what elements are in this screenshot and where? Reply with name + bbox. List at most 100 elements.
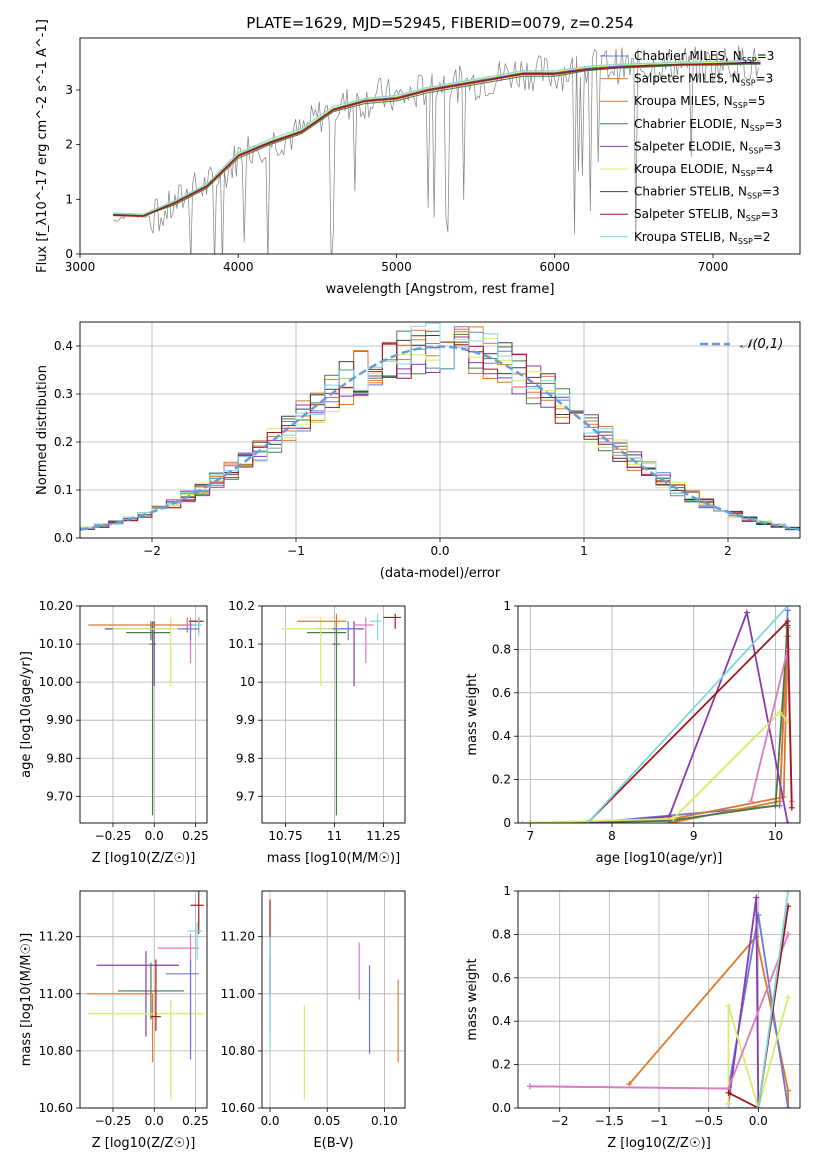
spectrum-ytick-label: 1 <box>65 192 73 206</box>
spectrum-xtick-label: 4000 <box>223 260 254 274</box>
weight-vs-age-marker <box>776 709 783 716</box>
weight-vs-Z-ytick-label: 1 <box>503 884 511 898</box>
spectrum-xtick-label: 5000 <box>381 260 412 274</box>
spectrum-model-7 <box>113 62 761 217</box>
weight-vs-Z-marker <box>753 894 760 901</box>
legend-label: Kroupa STELIB, NSSP=2 <box>634 230 771 246</box>
age-vs-Z-ytick-label: 9.70 <box>46 789 73 803</box>
weight-vs-Z-series-6 <box>728 891 789 1108</box>
weight-vs-Z-ytick-label: 0.2 <box>492 1058 511 1072</box>
weight-vs-age-series-5 <box>522 711 789 823</box>
spectrum-panel: Chabrier MILES, NSSP=3 Salpeter MILES, NS… <box>35 19 801 297</box>
residuals-ytick-label: 0.4 <box>54 339 73 353</box>
mass-vs-Z-xtick-label: 0.25 <box>182 1114 209 1128</box>
spectrum-legend: Chabrier MILES, NSSP=3 Salpeter MILES, NS… <box>600 49 782 246</box>
legend-label: Chabrier ELODIE, NSSP=3 <box>634 117 782 133</box>
residuals-ytick-label: 0.2 <box>54 435 73 449</box>
weight-vs-Z-marker <box>725 1105 732 1108</box>
weight-vs-age-xlabel: age [log10(age/yr)] <box>596 851 723 866</box>
mass-vs-Z-ytick-label: 11.20 <box>39 930 73 944</box>
weight-vs-Z-ytick-label: 0.0 <box>492 1101 511 1115</box>
age-vs-mass-ytick-label: 10.1 <box>228 637 255 651</box>
weight-vs-age-marker <box>776 798 783 805</box>
weight-vs-age-marker <box>784 820 791 823</box>
age-vs-mass-ytick-label: 9.9 <box>236 713 255 727</box>
mass-vs-ebv-frame <box>261 890 406 1109</box>
weight-vs-Z-xtick-label: 0.0 <box>749 1114 768 1128</box>
weight-vs-age-xtick-label: 10 <box>768 829 783 843</box>
weight-vs-age-ytick-label: 0.6 <box>492 686 511 700</box>
weight-vs-age-ytick-label: 1 <box>503 599 511 613</box>
residuals-xlabel: (data-model)/error <box>380 566 501 581</box>
mass-vs-ebv-xlabel: E(B-V) <box>313 1136 353 1151</box>
weight-vs-Z-xtick-label: −0.5 <box>694 1114 723 1128</box>
age-vs-mass-ytick-label: 9.7 <box>236 789 255 803</box>
weight-vs-age-xtick-label: 8 <box>608 829 616 843</box>
mass-vs-ebv-xtick-label: 0.05 <box>314 1114 341 1128</box>
weight-vs-age-series-8 <box>586 606 789 823</box>
spectrum-xlabel: wavelength [Angstrom, rest frame] <box>326 282 555 297</box>
weight-vs-age-xtick-label: 9 <box>690 829 698 843</box>
weight-vs-Z-xlabel: Z [log10(Z/Z☉)] <box>607 1136 711 1151</box>
weight-vs-Z-ytick-label: 0.4 <box>492 1014 511 1028</box>
weight-vs-age-marker <box>788 804 795 811</box>
plots-layer: Chabrier MILES, NSSP=3 Salpeter MILES, NS… <box>19 19 801 1151</box>
residuals-xtick-label: −1 <box>287 544 305 558</box>
mass-vs-Z-ytick-label: 11.00 <box>39 987 73 1001</box>
weight-vs-Z-panel: −2 −1.5 −1 −0.5 0.0 0.0 0.2 0.4 0.6 0.8 1 Z [log10(… <box>465 884 801 1151</box>
reference-legend-label: 𝒩(0,1) <box>740 337 783 352</box>
spectrum-plot-area <box>113 45 761 254</box>
age-vs-Z-ytick-label: 9.80 <box>46 751 73 765</box>
spectrum-xtick-label: 6000 <box>539 260 570 274</box>
spectrum-frame <box>79 37 801 255</box>
mass-vs-ebv-ytick-label: 10.80 <box>221 1044 255 1058</box>
legend-label: Chabrier MILES, NSSP=3 <box>634 49 774 65</box>
legend-label: Kroupa MILES, NSSP=5 <box>634 94 765 110</box>
age-vs-mass-xtick-label: 10.75 <box>268 829 302 843</box>
weight-vs-Z-marker <box>785 931 792 938</box>
weight-vs-age-xtick-label: 7 <box>526 829 534 843</box>
spectrum-model-5 <box>113 61 761 216</box>
weight-vs-Z-xtick-label: −1.5 <box>595 1114 624 1128</box>
weight-vs-age-marker <box>747 798 754 805</box>
age-vs-Z-ylabel: age [log10(age/yr)] <box>19 651 34 778</box>
weight-vs-Z-xtick-label: −2 <box>551 1114 569 1128</box>
mass-vs-Z-ylabel: mass [log10(M/M☉)] <box>19 933 34 1066</box>
weight-vs-Z-ytick-label: 0.8 <box>492 927 511 941</box>
residuals-ytick-label: 0.3 <box>54 387 73 401</box>
residuals-ytick-label: 0.0 <box>54 531 73 545</box>
legend-label: Salpeter STELIB, NSSP=3 <box>634 207 778 223</box>
residuals-xtick-label: 2 <box>724 544 732 558</box>
residuals-panel: 𝒩(0,1) −2 −1 0.0 1 2 0.0 0.1 0.2 0.3 0.4 (data-mode… <box>35 321 801 581</box>
weight-vs-Z-series-5 <box>728 906 789 1108</box>
age-vs-Z-frame <box>79 605 208 824</box>
weight-vs-Z-marker <box>755 1105 762 1108</box>
mass-vs-ebv-ytick-label: 11.20 <box>221 930 255 944</box>
weight-vs-Z-marker <box>785 891 792 894</box>
mass-vs-Z-frame <box>79 890 208 1109</box>
residuals-plot-area <box>80 322 800 538</box>
residuals-ylabel: Normed distribution <box>35 365 50 495</box>
weight-vs-age-panel: 7 8 9 10 0 0.2 0.4 0.6 0.8 1 age [log10(age/yr)] ma… <box>465 599 801 866</box>
mass-vs-Z-panel: −0.25 0.0 0.25 10.60 10.80 11.00 11.20 Z [log10… <box>19 890 209 1151</box>
legend-label: Salpeter ELODIE, NSSP=3 <box>634 139 781 155</box>
spectrum-ytick-label: 2 <box>65 138 73 152</box>
spectrum-xtick-label: 7000 <box>698 260 729 274</box>
age-vs-mass-xtick-label: 11.25 <box>366 829 400 843</box>
gaussian-reference-line <box>80 345 800 531</box>
mass-vs-ebv-ytick-label: 11.00 <box>221 987 255 1001</box>
spectrum-model-3 <box>113 63 761 217</box>
legend-label: Kroupa ELODIE, NSSP=4 <box>634 162 773 178</box>
weight-vs-age-marker <box>743 609 750 616</box>
mass-vs-Z-xtick-label: −0.25 <box>95 1114 132 1128</box>
weight-vs-Z-ytick-label: 0.6 <box>492 971 511 985</box>
spectrum-model-8 <box>113 59 761 215</box>
age-vs-Z-ytick-label: 10.00 <box>39 675 73 689</box>
weight-vs-age-plot-area <box>518 606 800 823</box>
residuals-ytick-label: 0.1 <box>54 483 73 497</box>
mass-vs-Z-ytick-label: 10.80 <box>39 1044 73 1058</box>
spectrum-xtick-label: 3000 <box>65 260 96 274</box>
weight-vs-Z-ylabel: mass weight <box>465 958 480 1040</box>
residuals-xtick-label: 0.0 <box>430 544 449 558</box>
